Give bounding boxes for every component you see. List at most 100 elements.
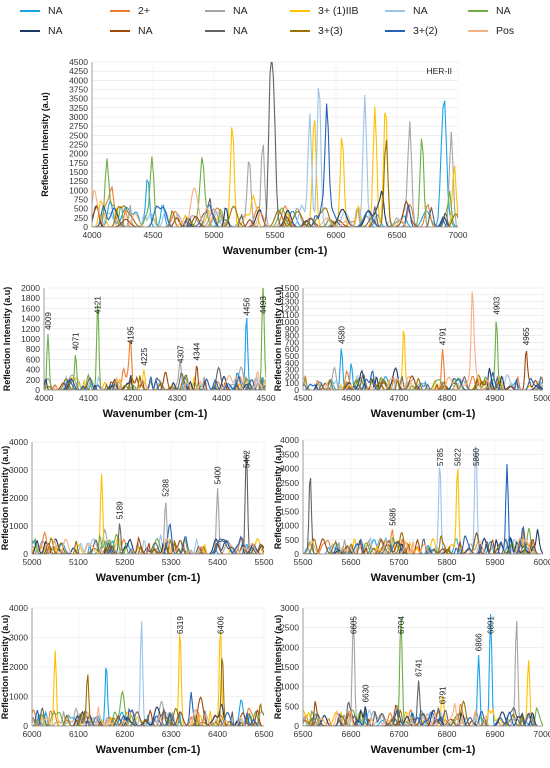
legend-label: NA	[48, 25, 63, 37]
y-tick-label: 800	[285, 331, 299, 341]
x-tick-label: 5000	[534, 393, 550, 403]
x-tick-label: 6700	[390, 729, 409, 739]
legend-label: NA	[48, 5, 63, 17]
y-tick-label: 3250	[69, 103, 88, 113]
peak-annotation: 4009	[44, 312, 53, 330]
y-tick-label: 700	[285, 337, 299, 347]
y-tick-label: 2250	[69, 140, 88, 150]
y-tick-label: 600	[285, 344, 299, 354]
peak-annotation: 4071	[72, 332, 81, 350]
y-tick-label: 2000	[9, 662, 28, 672]
peak-annotation: 6704	[397, 616, 406, 634]
y-tick-label: 100	[285, 378, 299, 388]
legend-label: NA	[496, 5, 511, 17]
y-tick-label: 4250	[69, 66, 88, 76]
peak-annotation: 4121	[94, 296, 103, 314]
series-line	[32, 706, 264, 726]
series-line	[32, 692, 264, 726]
chart-panel-4500-5000: 4500 4600 4700 4800 4900 5000 0100200300400500…	[273, 283, 550, 420]
y-tick-label: 1600	[21, 303, 40, 313]
y-axis-title: Reflection Intensity (a.u)	[40, 92, 50, 197]
peak-annotation: 4965	[522, 327, 531, 345]
x-tick-label: 4500	[144, 230, 163, 240]
x-tick-label: 4500	[294, 393, 313, 403]
x-tick-label: 4400	[212, 393, 231, 403]
y-tick-label: 1000	[280, 682, 299, 692]
series-line	[32, 452, 264, 554]
y-axis-title: Reflection Intensity (a.u)	[0, 446, 10, 551]
legend-swatch	[205, 29, 225, 33]
legend-item: NA	[110, 22, 153, 40]
legend-item: NA	[385, 2, 428, 20]
y-tick-label: 4000	[9, 437, 28, 447]
series-line	[92, 138, 458, 227]
inset-label: HER-II	[427, 66, 453, 76]
y-tick-label: 2000	[69, 149, 88, 159]
x-axis-title: Wavenumber (cm-1)	[371, 744, 476, 756]
legend-item: Pos	[468, 22, 514, 40]
x-tick-label: 4700	[390, 393, 409, 403]
x-tick-label: 6000	[327, 230, 346, 240]
x-tick-label: 5800	[438, 557, 457, 567]
y-tick-label: 250	[74, 213, 88, 223]
y-tick-label: 2750	[69, 121, 88, 131]
y-tick-label: 1000	[21, 334, 40, 344]
y-tick-label: 500	[285, 701, 299, 711]
y-tick-label: 500	[285, 351, 299, 361]
x-tick-label: 4100	[79, 393, 98, 403]
legend-swatch	[110, 29, 130, 33]
peak-annotation: 4344	[193, 342, 202, 360]
chart-panel-6000-6500: 6000 6100 6200 6300 6400 6500 0 1000 2000 3000 400…	[0, 603, 274, 756]
peak-annotation: 4493	[259, 296, 268, 314]
x-tick-label: 4200	[123, 393, 142, 403]
y-tick-label: 2000	[280, 642, 299, 652]
peak-annotation: 4580	[337, 325, 346, 343]
y-tick-label: 400	[26, 365, 40, 375]
series-line	[92, 187, 458, 227]
legend-label: NA	[233, 25, 248, 37]
legend-swatch	[110, 9, 130, 13]
legend-item: 3+ (1)IIB	[290, 2, 359, 20]
series-line	[32, 667, 264, 726]
y-tick-label: 3750	[69, 85, 88, 95]
legend-label: 3+ (1)IIB	[318, 5, 359, 17]
x-tick-label: 6000	[534, 557, 550, 567]
x-axis-title: Wavenumber (cm-1)	[96, 744, 201, 756]
y-tick-label: 3000	[69, 112, 88, 122]
series-line	[32, 696, 264, 726]
x-tick-label: 5400	[208, 557, 227, 567]
legend-label: NA	[233, 5, 248, 17]
y-tick-label: 1250	[69, 176, 88, 186]
y-tick-label: 900	[285, 324, 299, 334]
y-tick-label: 1500	[280, 283, 299, 293]
y-tick-label: 1000	[9, 521, 28, 531]
series-line	[44, 375, 266, 390]
y-axis-title: Reflection Intensity (a.u)	[2, 287, 12, 392]
y-tick-label: 2000	[9, 493, 28, 503]
chart-panel-6500-7000: 6500 6600 6700 6800 6900 7000 0 500 1000 1500 2000…	[273, 603, 550, 756]
legend-label: 3+(3)	[318, 25, 343, 37]
x-tick-label: 5000	[23, 557, 42, 567]
x-tick-label: 4600	[342, 393, 361, 403]
series-line	[32, 658, 264, 726]
x-tick-label: 5500	[266, 230, 285, 240]
peak-annotation: 6605	[349, 616, 358, 634]
legend-swatch	[468, 9, 488, 13]
series-line	[32, 700, 264, 726]
x-tick-label: 6200	[115, 729, 134, 739]
y-tick-label: 3500	[280, 449, 299, 459]
y-tick-label: 800	[26, 344, 40, 354]
x-tick-label: 5300	[162, 557, 181, 567]
x-tick-label: 6900	[486, 729, 505, 739]
legend-label: NA	[138, 25, 153, 37]
x-tick-label: 4000	[35, 393, 54, 403]
series-line	[92, 106, 458, 227]
x-tick-label: 5000	[205, 230, 224, 240]
x-tick-label: 5200	[115, 557, 134, 567]
y-tick-label: 0	[23, 549, 28, 559]
legend-label: 2+	[138, 5, 150, 17]
x-tick-label: 5100	[69, 557, 88, 567]
peak-annotation: 5785	[436, 448, 445, 466]
peak-annotation: 6630	[361, 684, 370, 702]
y-tick-label: 0	[83, 222, 88, 232]
